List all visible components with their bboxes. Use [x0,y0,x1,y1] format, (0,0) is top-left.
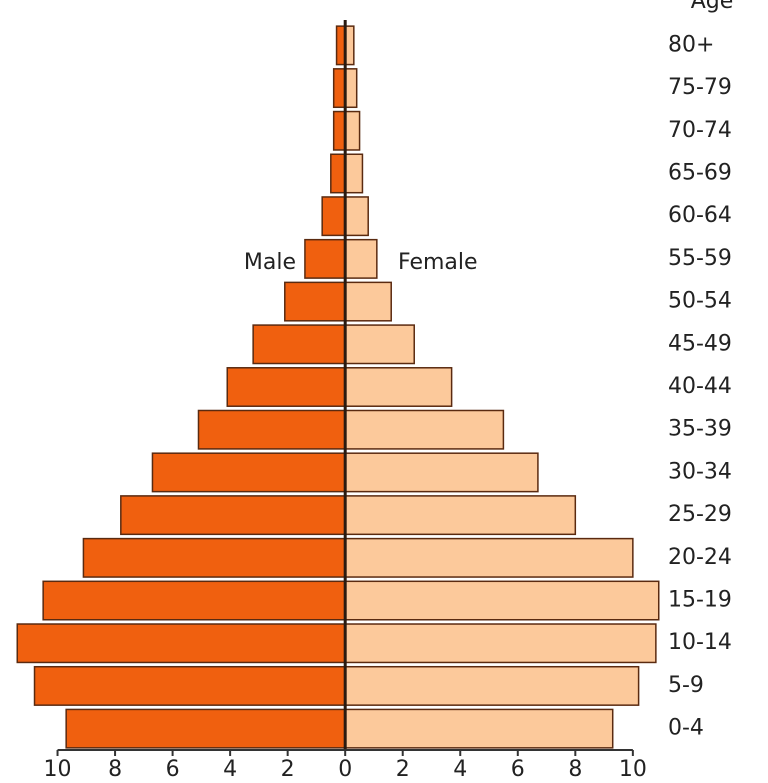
category-label: 65-69 [668,160,732,185]
bar [65,708,346,749]
bar [151,452,346,493]
category-label: 25-29 [668,502,732,527]
legend-label: Female [398,250,478,275]
bar [344,367,453,407]
x-tick-label: 6 [166,757,180,782]
category-label: 75-79 [668,75,732,100]
bar [344,708,614,749]
x-tick-label: 2 [396,757,410,782]
category-label: 70-74 [668,118,732,143]
category-label: 20-24 [668,545,732,570]
category-label: 55-59 [668,246,732,271]
category-label: 40-44 [668,374,732,399]
bar [16,623,346,664]
y-axis-label: Age [691,0,734,14]
bar [226,367,346,407]
bar [82,537,346,578]
legend-label: Male [244,250,296,275]
bar [332,68,346,109]
x-tick-label: 8 [568,757,582,782]
category-label: 60-64 [668,203,732,228]
bar [344,281,392,322]
bar [330,153,346,194]
x-tick-label: 6 [511,757,525,782]
bar [344,68,358,109]
category-label: 45-49 [668,331,732,356]
x-tick-label: 10 [619,757,647,782]
category-label: 35-39 [668,417,732,442]
bar [321,196,346,237]
category-label: 5-9 [668,673,704,698]
x-tick-label: 4 [453,757,467,782]
bar [344,537,634,578]
bar [344,623,657,664]
bar [344,665,640,706]
bar [42,580,346,621]
category-label: 80+ [668,32,714,57]
x-tick-label: 10 [44,757,72,782]
bar [252,324,346,365]
bar [344,153,364,194]
bar [344,196,369,237]
category-label: 50-54 [668,289,732,314]
bar [344,452,539,493]
x-tick-label: 8 [108,757,122,782]
category-label: 30-34 [668,459,732,484]
x-tick-label: 2 [281,757,295,782]
x-tick-label: 0 [338,757,352,782]
bar [344,238,378,279]
category-label: 10-14 [668,630,732,655]
bar [304,238,346,279]
bar [344,324,415,365]
bar [332,110,346,151]
bar [344,409,505,450]
category-label: 0-4 [668,716,704,741]
bar [284,281,346,322]
bar [344,580,660,621]
category-label: 15-19 [668,588,732,613]
bar [197,409,346,450]
bar [33,665,346,706]
bar [344,495,577,536]
bar [120,495,346,536]
x-tick-label: 4 [223,757,237,782]
bar [344,110,361,151]
